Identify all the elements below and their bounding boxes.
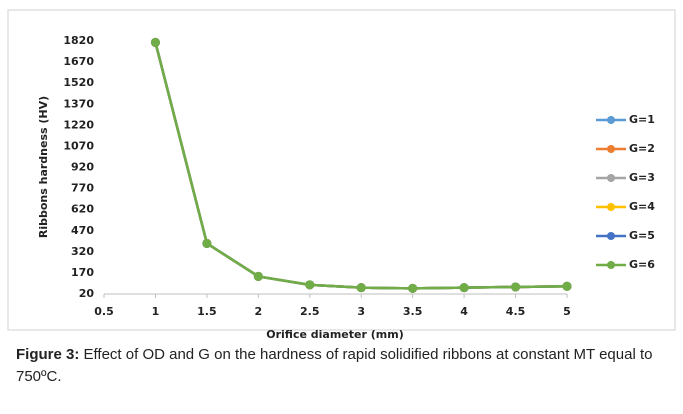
x-tick-label: 0.5 (94, 305, 114, 318)
x-tick-label: 3.5 (403, 305, 423, 318)
x-tick-label: 3 (357, 305, 365, 318)
y-tick-label: 1670 (63, 55, 94, 68)
x-tick-label: 2 (255, 305, 263, 318)
data-point (356, 283, 366, 293)
caption-text: Effect of OD and G on the hardness of ra… (16, 346, 653, 385)
data-point (511, 282, 521, 292)
data-point (202, 238, 212, 248)
data-point (562, 281, 572, 291)
y-tick-label: 920 (71, 161, 94, 174)
caption-label: Figure 3: (16, 346, 80, 363)
legend-marker (607, 203, 615, 211)
legend-label: G=4 (629, 200, 655, 213)
legend-label: G=6 (629, 258, 655, 271)
data-point (150, 37, 160, 47)
legend-label: G=3 (629, 171, 655, 184)
y-tick-label: 770 (71, 182, 94, 195)
x-tick-label: 1 (152, 305, 160, 318)
data-point (459, 283, 469, 293)
x-tick-label: 5 (563, 305, 571, 318)
legend-marker (607, 145, 615, 153)
x-tick-label: 4.5 (506, 305, 526, 318)
chart: Ribbons hardness (HV) Orifice diameter (… (7, 9, 676, 340)
legend-marker (607, 174, 615, 182)
x-axis-label: Orifice diameter (mm) (266, 328, 403, 340)
legend-label: G=1 (629, 113, 655, 126)
legend-marker (607, 232, 615, 240)
legend-marker (607, 261, 615, 269)
y-axis-label: Ribbons hardness (HV) (37, 96, 50, 238)
x-tick-label: 4 (460, 305, 468, 318)
x-tick-label: 2.5 (300, 305, 320, 318)
y-tick-label: 20 (79, 287, 95, 300)
data-point (408, 283, 418, 293)
x-tick-label: 1.5 (197, 305, 217, 318)
y-tick-label: 1820 (63, 34, 94, 47)
y-tick-label: 1070 (63, 139, 94, 152)
y-tick-label: 1370 (63, 97, 94, 110)
y-tick-label: 620 (71, 203, 94, 216)
y-tick-label: 1520 (63, 76, 94, 89)
legend-label: G=2 (629, 142, 655, 155)
y-tick-label: 320 (71, 245, 94, 258)
y-tick-label: 1220 (63, 118, 94, 131)
legend-marker (607, 116, 615, 124)
data-point (253, 271, 263, 281)
y-tick-label: 470 (71, 224, 94, 237)
caption: Figure 3: Effect of OD and G on the hard… (16, 344, 668, 388)
y-tick-label: 170 (71, 266, 94, 279)
legend-label: G=5 (629, 229, 655, 242)
chart-frame (7, 9, 676, 331)
data-point (305, 280, 315, 290)
